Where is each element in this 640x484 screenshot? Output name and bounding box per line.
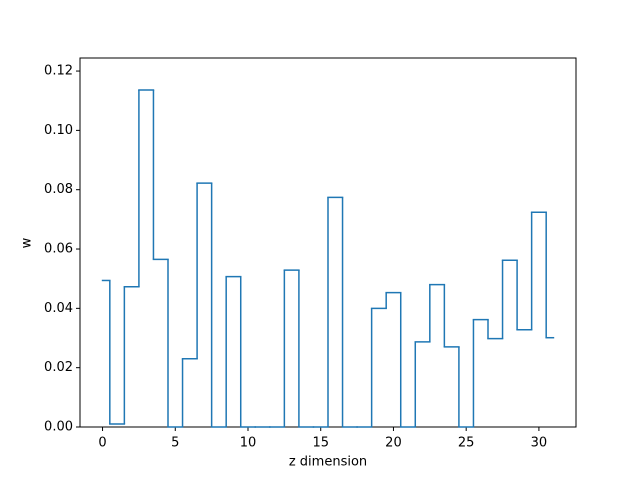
- y-tick-label: 0.08: [44, 182, 73, 197]
- y-axis-label: w: [20, 237, 35, 248]
- y-tick-label: 0.04: [44, 301, 73, 316]
- y-tick-label: 0.12: [44, 64, 73, 79]
- x-tick-label: 5: [171, 436, 179, 451]
- y-tick-label: 0.00: [44, 420, 73, 435]
- x-tick-label: 10: [240, 436, 257, 451]
- x-tick-label: 20: [385, 436, 402, 451]
- y-tick-label: 0.02: [44, 360, 73, 375]
- y-tick-label: 0.10: [44, 123, 73, 138]
- x-tick-label: 0: [98, 436, 106, 451]
- x-tick-label: 30: [531, 436, 548, 451]
- x-axis-label: z dimension: [289, 455, 367, 470]
- x-tick-label: 25: [458, 436, 475, 451]
- x-tick-label: 15: [312, 436, 329, 451]
- y-tick-label: 0.06: [44, 242, 73, 257]
